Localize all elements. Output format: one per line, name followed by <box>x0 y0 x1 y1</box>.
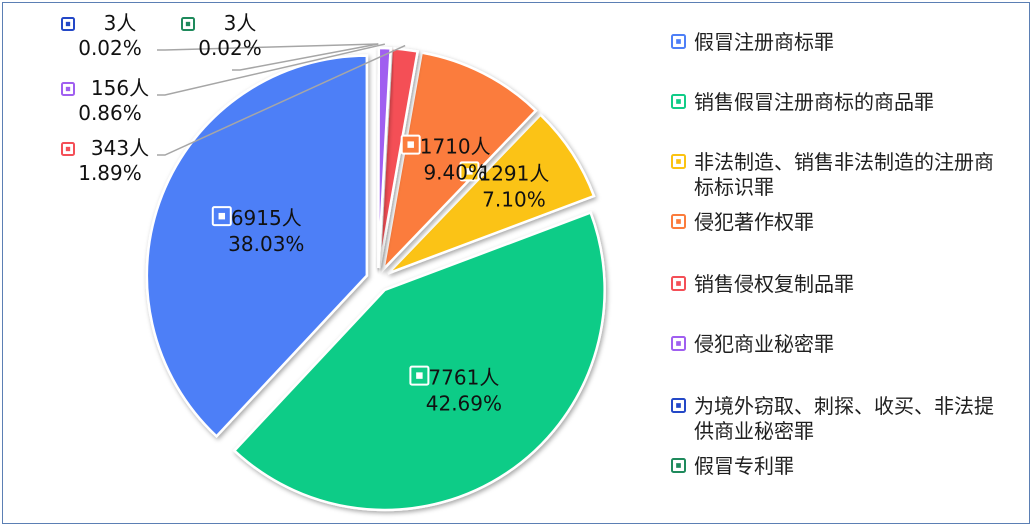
legend-marker-icon <box>671 214 686 229</box>
slice-marker-icon <box>61 17 75 31</box>
slice-marker-icon <box>409 365 430 386</box>
leader-line <box>157 43 379 51</box>
legend-label: 非法制造、销售非法制造的注册商标标识罪 <box>694 150 994 199</box>
slice-value-label: 7761人 <box>428 366 499 390</box>
slice-value-label: 1710人 <box>420 135 491 159</box>
slice-value-label: 3人 <box>104 11 137 35</box>
slice-marker-icon <box>181 17 195 31</box>
legend-item: 非法制造、销售非法制造的注册商标标识罪 <box>671 150 994 199</box>
legend-marker-icon <box>671 34 686 49</box>
leader-line <box>157 44 406 156</box>
legend-marker-icon <box>671 458 686 473</box>
legend-item: 假冒注册商标罪 <box>671 30 834 54</box>
slice-value-label: 3人 <box>224 11 257 35</box>
slice-value-label: 156人 <box>91 76 149 100</box>
slice-marker-icon <box>459 161 480 182</box>
legend: 假冒注册商标罪销售假冒注册商标的商品罪非法制造、销售非法制造的注册商标标识罪侵犯… <box>671 30 994 478</box>
legend-marker-icon <box>671 94 686 109</box>
slice-value-label: 343人 <box>91 136 149 160</box>
legend-marker-icon <box>671 154 686 169</box>
legend-item: 假冒专利罪 <box>671 454 794 478</box>
legend-marker-icon <box>671 336 686 351</box>
pie-slice <box>381 51 538 274</box>
pie-slice <box>387 112 596 275</box>
legend-item: 销售假冒注册商标的商品罪 <box>671 90 934 114</box>
slice-value-label: 1291人 <box>478 161 549 185</box>
leader-line <box>157 43 386 96</box>
pie-slices <box>145 46 606 512</box>
legend-item: 侵犯著作权罪 <box>671 210 814 234</box>
legend-item: 销售侵权复制品罪 <box>671 272 854 296</box>
slice-marker-icon <box>61 82 75 96</box>
legend-marker-icon <box>671 398 686 413</box>
legend-label: 假冒注册商标罪 <box>694 30 834 54</box>
legend-item: 为境外窃取、刺探、收买、非法提供商业秘密罪 <box>671 394 994 443</box>
slice-percent-label: 0.86% <box>78 101 142 125</box>
slice-percent-label: 9.40% <box>423 161 487 185</box>
slice-percent-label: 0.02% <box>78 36 142 60</box>
leader-lines <box>157 43 406 156</box>
legend-label: 侵犯商业秘密罪 <box>694 332 834 356</box>
legend-label: 侵犯著作权罪 <box>694 210 814 234</box>
slice-marker-icon <box>61 142 75 156</box>
slice-value-label: 6915人 <box>231 206 302 230</box>
slice-marker-icon <box>211 206 232 227</box>
legend-marker-icon <box>671 276 686 291</box>
slice-percent-label: 7.10% <box>482 187 546 211</box>
legend-item: 侵犯商业秘密罪 <box>671 332 834 356</box>
legend-label: 销售侵权复制品罪 <box>694 272 854 296</box>
slice-percent-label: 1.89% <box>78 161 142 185</box>
slice-percent-label: 0.02% <box>198 36 262 60</box>
pie-slice <box>145 54 369 439</box>
legend-label: 为境外窃取、刺探、收买、非法提供商业秘密罪 <box>694 394 994 443</box>
pie-slice <box>232 211 606 512</box>
legend-label: 销售假冒注册商标的商品罪 <box>694 90 934 114</box>
leader-line <box>232 43 379 71</box>
legend-label: 假冒专利罪 <box>694 454 794 478</box>
slice-marker-icon <box>400 134 421 155</box>
slice-percent-label: 38.03% <box>228 232 304 256</box>
slice-percent-label: 42.69% <box>426 392 502 416</box>
